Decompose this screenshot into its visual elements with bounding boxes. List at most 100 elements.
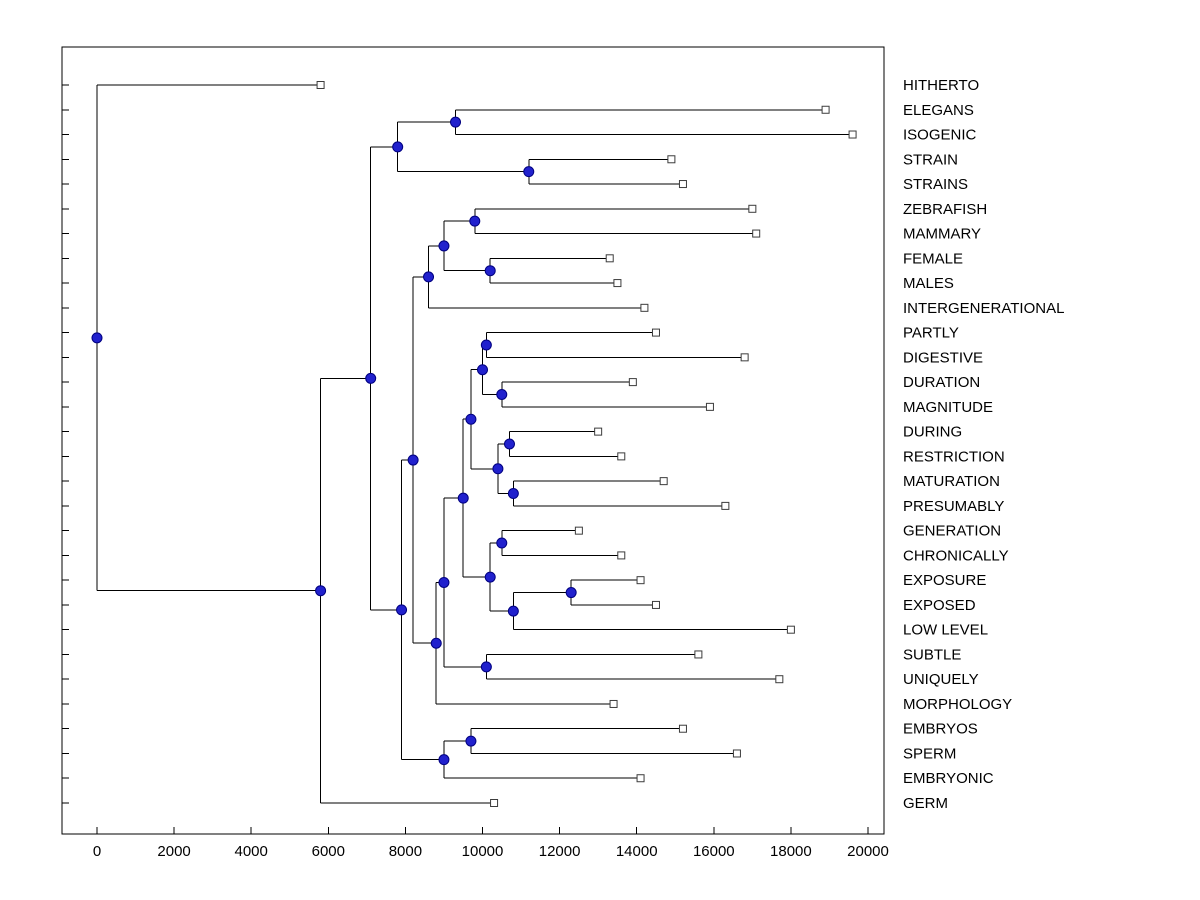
leaf-marker [636, 774, 645, 783]
leaf-marker [640, 303, 649, 312]
x-tick-label: 12000 [539, 843, 581, 860]
leaf-label: EXPOSURE [903, 572, 986, 589]
cluster-node-marker [438, 576, 450, 588]
cluster-node-marker [315, 585, 327, 597]
leaf-marker [848, 130, 857, 139]
cluster-node-marker [507, 488, 519, 500]
cluster-node-marker [407, 454, 419, 466]
x-tick-label: 8000 [389, 843, 422, 860]
leaf-label: FEMALE [903, 250, 963, 267]
leaf-marker [651, 600, 660, 609]
leaf-label: SPERM [903, 745, 956, 762]
leaf-label: EMBRYOS [903, 721, 978, 738]
cluster-node-marker [507, 605, 519, 617]
leaf-label: MAGNITUDE [903, 399, 993, 416]
cluster-node-marker [484, 265, 496, 277]
leaf-marker [667, 155, 676, 164]
leaf-marker [636, 576, 645, 585]
leaf-marker [617, 551, 626, 560]
leaf-marker [821, 105, 830, 114]
leaf-label: MAMMARY [903, 226, 981, 243]
cluster-node-marker [496, 388, 508, 400]
leaf-marker [786, 625, 795, 634]
leaf-label: LOW LEVEL [903, 622, 988, 639]
leaf-label: UNIQUELY [903, 671, 979, 688]
cluster-node-marker [438, 754, 450, 766]
cluster-node-marker [496, 537, 508, 549]
cluster-node-marker [503, 438, 515, 450]
x-tick-label: 20000 [847, 843, 889, 860]
x-tick-label: 18000 [770, 843, 812, 860]
leaf-marker [316, 81, 325, 89]
leaf-label: EXPOSED [903, 597, 976, 614]
leaf-marker [609, 699, 618, 708]
leaf-marker [748, 204, 757, 213]
cluster-node-marker [480, 339, 492, 351]
cluster-node-marker [365, 372, 377, 384]
cluster-node-marker [469, 215, 481, 227]
x-tick-label: 6000 [312, 843, 345, 860]
leaf-label: STRAIN [903, 151, 958, 168]
leaf-marker [752, 229, 761, 238]
leaf-label: DURATION [903, 374, 980, 391]
leaf-label: ISOGENIC [903, 127, 977, 144]
leaf-marker [594, 427, 603, 436]
leaf-marker [605, 254, 614, 263]
leaf-label: RESTRICTION [903, 448, 1005, 465]
leaf-label: EMBRYONIC [903, 770, 994, 787]
cluster-node-marker [91, 332, 103, 344]
cluster-node-marker [450, 116, 462, 128]
leaf-label: MORPHOLOGY [903, 696, 1012, 713]
leaf-marker [651, 328, 660, 337]
leaf-marker [721, 501, 730, 510]
leaf-label: ZEBRAFISH [903, 201, 987, 218]
leaf-label: CHRONICALLY [903, 547, 1009, 564]
cluster-node-marker [523, 166, 535, 178]
cluster-node-marker [423, 271, 435, 283]
leaf-label: INTERGENERATIONAL [903, 300, 1064, 317]
leaf-marker [694, 650, 703, 659]
leaf-marker [775, 675, 784, 684]
leaf-marker [490, 799, 499, 807]
leaf-marker [732, 749, 741, 758]
leaf-label: STRAINS [903, 176, 968, 193]
leaf-label: ELEGANS [903, 102, 974, 119]
cluster-node-marker [465, 735, 477, 747]
x-tick-label: 14000 [616, 843, 658, 860]
cluster-node-marker [484, 571, 496, 583]
leaf-label: DURING [903, 424, 962, 441]
cluster-node-marker [565, 587, 577, 599]
leaf-label: SUBTLE [903, 646, 961, 663]
leaf-label: MALES [903, 275, 954, 292]
leaf-marker [659, 477, 668, 486]
leaf-label: GERM [903, 795, 948, 812]
cluster-node-marker [396, 604, 408, 616]
x-tick-label: 2000 [157, 843, 190, 860]
leaf-marker [678, 180, 687, 189]
x-tick-label: 16000 [693, 843, 735, 860]
leaf-marker [705, 402, 714, 411]
leaf-label: HITHERTO [903, 77, 979, 94]
cluster-node-marker [392, 141, 404, 153]
leaf-label: PRESUMABLY [903, 498, 1004, 515]
leaf-marker [678, 724, 687, 733]
leaf-marker [617, 452, 626, 461]
cluster-node-marker [430, 637, 442, 649]
cluster-node-marker [492, 463, 504, 475]
leaf-marker [740, 353, 749, 362]
axes-box [61, 46, 885, 835]
leaf-label: PARTLY [903, 325, 959, 342]
cluster-node-marker [438, 240, 450, 252]
leaf-label: MATURATION [903, 473, 1000, 490]
cluster-node-marker [477, 364, 488, 376]
cluster-node-marker [480, 661, 492, 673]
x-tick-label: 0 [93, 843, 101, 860]
leaf-marker [574, 526, 583, 535]
x-tick-label: 10000 [462, 843, 504, 860]
leaf-label: GENERATION [903, 523, 1001, 540]
cluster-node-marker [465, 413, 477, 425]
leaf-marker [613, 279, 622, 288]
leaf-marker [628, 378, 637, 387]
